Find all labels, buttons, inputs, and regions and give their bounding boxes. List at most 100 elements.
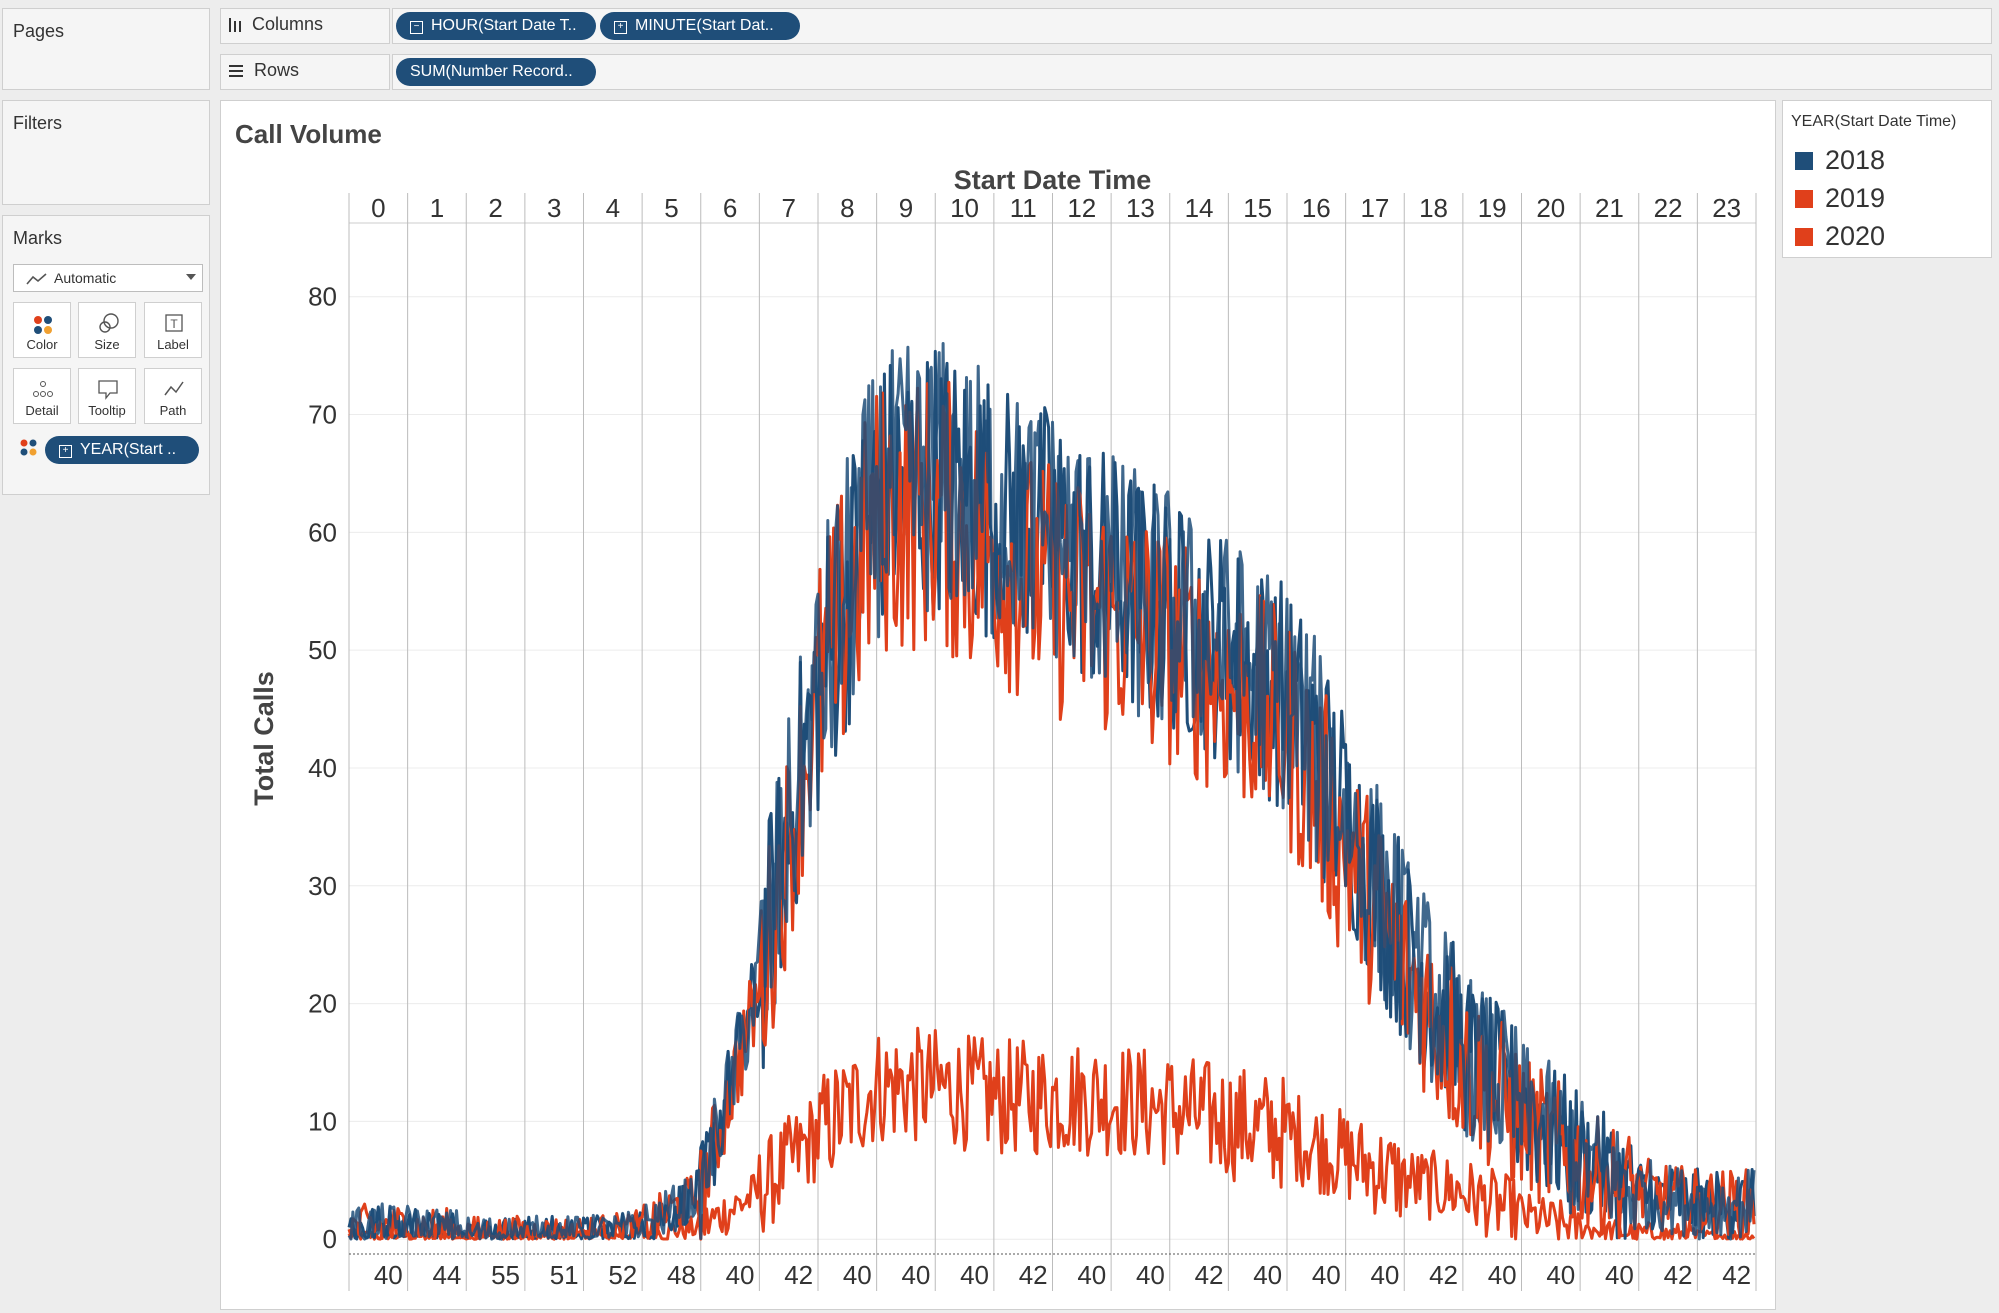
color-encoding-icon <box>20 439 37 456</box>
columns-label: Columns <box>252 14 324 34</box>
mark-type-dropdown[interactable]: Automatic <box>13 264 203 292</box>
minute-axis-label: 51 <box>550 1260 579 1290</box>
minute-axis-label: 40 <box>960 1260 989 1290</box>
minute-axis-label: 42 <box>1722 1260 1751 1290</box>
year-color-pill-label: YEAR(Start .. <box>80 441 177 458</box>
hour-header-label: 16 <box>1302 193 1331 223</box>
legend-item-2019[interactable]: 2019 <box>1795 183 1885 214</box>
minute-axis-label: 48 <box>667 1260 696 1290</box>
sum-row-pill[interactable]: SUM(Number Record.. <box>396 58 596 86</box>
minute-axis-label: 40 <box>1546 1260 1575 1290</box>
hour-header-label: 15 <box>1243 193 1272 223</box>
hour-header-label: 10 <box>950 193 979 223</box>
minute-axis-label: 40 <box>1312 1260 1341 1290</box>
marks-label: Marks <box>13 228 62 248</box>
minute-axis-label: 40 <box>1370 1260 1399 1290</box>
size-button[interactable]: Size <box>78 302 136 358</box>
mark-type-value: Automatic <box>54 270 117 286</box>
path-button[interactable]: Path <box>144 368 202 424</box>
x-axis-title: Start Date Time <box>954 165 1152 195</box>
hour-header-label: 18 <box>1419 193 1448 223</box>
color-button-label: Color <box>26 337 58 352</box>
y-tick-label: 80 <box>308 282 337 312</box>
y-tick-label: 60 <box>308 517 337 547</box>
hour-header-label: 4 <box>606 193 620 223</box>
minute-axis-label: 42 <box>1019 1260 1048 1290</box>
minute-axis-label: 42 <box>1664 1260 1693 1290</box>
color-button[interactable]: Color <box>13 302 71 358</box>
legend-label: 2019 <box>1825 183 1886 213</box>
minute-axis-label: 44 <box>432 1260 461 1290</box>
y-tick-label: 20 <box>308 989 337 1019</box>
path-button-label: Path <box>159 403 187 418</box>
rows-label: Rows <box>254 60 300 80</box>
hour-column-pill[interactable]: − HOUR(Start Date T.. <box>396 12 596 40</box>
hour-header-label: 21 <box>1595 193 1624 223</box>
hour-header-label: 23 <box>1712 193 1741 223</box>
rows-shelf-label-area <box>220 54 390 90</box>
hour-header-label: 14 <box>1185 193 1214 223</box>
size-circles-icon <box>99 313 119 333</box>
filters-card[interactable]: Filters <box>2 100 210 205</box>
rows-shelf[interactable] <box>392 54 1992 90</box>
legend-item-2018[interactable]: 2018 <box>1795 145 1885 176</box>
columns-icon <box>229 17 241 32</box>
minute-axis-label: 40 <box>843 1260 872 1290</box>
pages-card[interactable]: Pages <box>2 8 210 90</box>
minute-axis-label: 40 <box>726 1260 755 1290</box>
expand-plus-icon: + <box>59 445 72 458</box>
hour-header-label: 8 <box>840 193 854 223</box>
tooltip-button[interactable]: Tooltip <box>78 368 136 424</box>
tooltip-button-label: Tooltip <box>88 403 126 418</box>
label-button-label: Label <box>157 337 189 352</box>
legend-item-2020[interactable]: 2020 <box>1795 221 1885 252</box>
marks-card: Marks Automatic Color Size T Label Detai… <box>2 215 210 495</box>
hour-header-label: 20 <box>1536 193 1565 223</box>
series-line-2018 <box>347 342 1756 1241</box>
hour-header-label: 3 <box>547 193 561 223</box>
label-t-icon: T <box>165 314 183 332</box>
minute-axis-label: 42 <box>1429 1260 1458 1290</box>
year-color-pill[interactable]: + YEAR(Start .. <box>45 436 199 464</box>
filters-label: Filters <box>13 113 62 133</box>
minute-column-pill[interactable]: + MINUTE(Start Dat.. <box>600 12 800 40</box>
rows-shelf-label: Rows <box>228 60 299 81</box>
hour-header-label: 9 <box>899 193 913 223</box>
hour-header-label: 17 <box>1360 193 1389 223</box>
legend-label: 2020 <box>1825 221 1886 251</box>
hour-header-label: 19 <box>1478 193 1507 223</box>
minute-axis-label: 40 <box>1136 1260 1165 1290</box>
label-button[interactable]: T Label <box>144 302 202 358</box>
y-tick-label: 40 <box>308 753 337 783</box>
pages-label: Pages <box>13 21 65 41</box>
path-line-icon <box>164 381 184 396</box>
detail-button[interactable]: Detail <box>13 368 71 424</box>
line-mark-icon <box>26 273 47 285</box>
columns-shelf-label-area <box>220 8 390 44</box>
y-tick-label: 0 <box>323 1224 337 1254</box>
minute-axis-label: 52 <box>608 1260 637 1290</box>
y-tick-label: 70 <box>308 400 337 430</box>
legend-label: 2018 <box>1825 145 1886 175</box>
expand-plus-icon: + <box>614 21 627 34</box>
svg-text:T: T <box>170 317 178 331</box>
size-button-label: Size <box>94 337 120 352</box>
minute-axis-label: 40 <box>901 1260 930 1290</box>
minute-axis-label: 40 <box>1605 1260 1634 1290</box>
collapse-minus-icon: − <box>410 21 423 34</box>
hour-header-label: 0 <box>371 193 385 223</box>
legend-swatch <box>1795 151 1813 170</box>
minute-axis-label: 40 <box>374 1260 403 1290</box>
hour-header-label: 5 <box>664 193 678 223</box>
hour-column-pill-label: HOUR(Start Date T.. <box>431 17 577 34</box>
chevron-down-icon <box>186 274 196 280</box>
columns-shelf-label: Columns <box>228 14 323 35</box>
chart-title: Call Volume <box>235 119 382 149</box>
hour-header-label: 7 <box>781 193 795 223</box>
hour-header-label: 22 <box>1654 193 1683 223</box>
y-tick-label: 50 <box>308 635 337 665</box>
y-tick-label: 10 <box>308 1106 337 1136</box>
color-dots-icon <box>34 316 52 334</box>
rows-icon <box>229 64 243 77</box>
